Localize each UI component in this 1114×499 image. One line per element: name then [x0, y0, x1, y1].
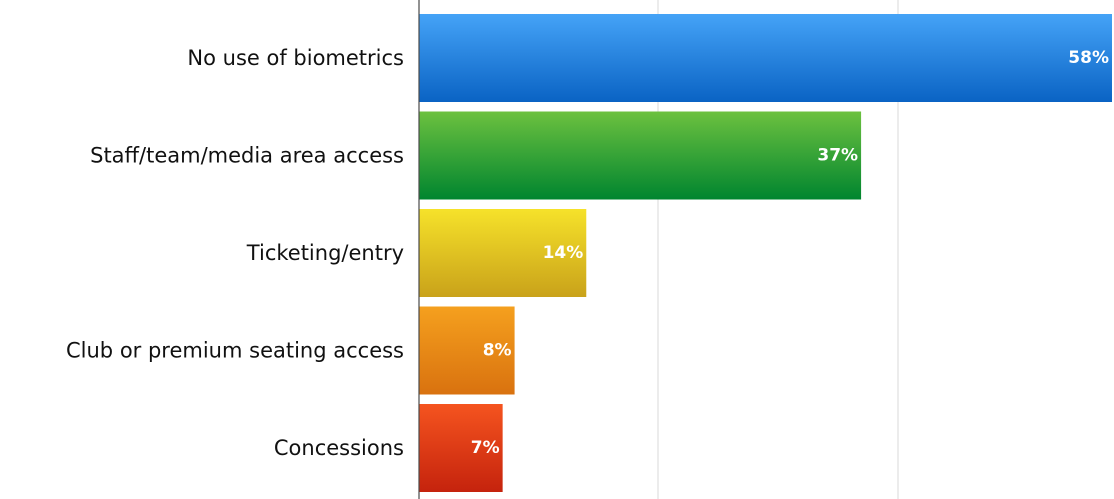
- bar: [419, 14, 1112, 102]
- value-label: 8%: [483, 341, 512, 361]
- value-label: 14%: [543, 243, 584, 263]
- value-label: 7%: [471, 438, 500, 458]
- category-label: Ticketing/entry: [246, 241, 404, 265]
- bar: [419, 306, 515, 395]
- category-label: Concessions: [274, 436, 404, 460]
- category-labels: No use of biometrics Staff/team/media are…: [66, 46, 404, 460]
- bars: [419, 14, 1112, 492]
- bar: [419, 111, 862, 200]
- bar: [419, 404, 503, 492]
- category-label: Club or premium seating access: [66, 339, 404, 363]
- bar: [419, 209, 587, 297]
- value-label: 58%: [1068, 48, 1109, 68]
- value-labels: 58% 37% 14% 8% 7%: [471, 48, 1109, 458]
- value-label: 37%: [817, 146, 858, 166]
- category-label: Staff/team/media area access: [90, 144, 404, 168]
- category-label: No use of biometrics: [187, 46, 404, 70]
